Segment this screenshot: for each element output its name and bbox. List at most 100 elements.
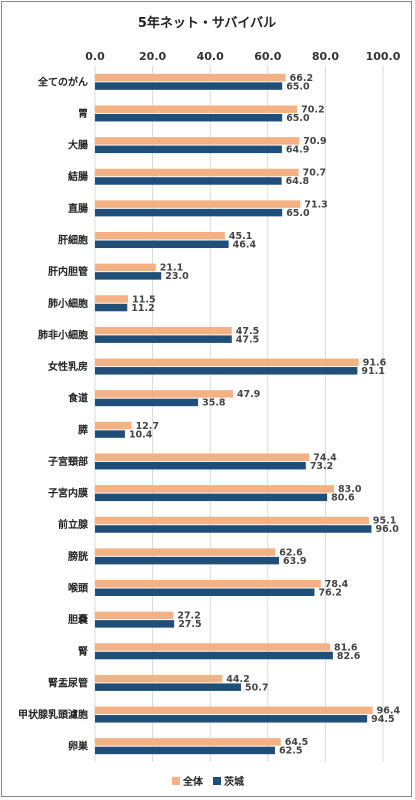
data-label-overall: 91.6 [363,358,387,369]
chart-title: 5年ネット・サバイバル [138,15,276,31]
category-label: 子宮内膜 [48,487,88,500]
category-label: 喉頭 [68,582,89,595]
data-label-ibaraki: 96.0 [375,524,399,535]
data-label-ibaraki: 65.0 [286,81,310,92]
data-label-ibaraki: 73.2 [310,461,333,472]
category-label: 卵巣 [68,740,89,753]
legend-swatch-overall [172,777,180,785]
data-label-overall: 11.5 [132,294,155,305]
bar-ibaraki [95,398,199,407]
data-label-overall: 81.6 [334,642,358,653]
category-label: 前立腺 [58,518,89,531]
data-label-ibaraki: 65.0 [286,113,310,124]
bar-overall [95,73,286,82]
bar-overall [95,358,359,367]
data-label-ibaraki: 91.1 [361,366,384,377]
bar-overall [95,137,300,145]
bar-ibaraki [95,461,306,470]
category-label: 女性乳房 [48,360,88,373]
bar-overall [95,738,281,746]
legend-label-overall: 全体 [182,775,204,788]
bar-ibaraki [95,683,242,691]
data-label-overall: 95.1 [373,516,396,527]
data-label-overall: 12.7 [136,421,159,432]
data-label-ibaraki: 64.8 [286,176,310,187]
x-tick-label: 60.0 [254,50,281,63]
data-label-overall: 27.2 [177,611,200,622]
bar-overall [95,706,373,715]
x-tick-label: 100.0 [366,50,401,63]
bar-overall [95,485,335,493]
bar-ibaraki [95,430,125,438]
data-label-overall: 70.2 [301,104,324,115]
bar-ibaraki [95,493,328,502]
category-label: 全てのがん [37,75,88,88]
x-tick-label: 80.0 [312,50,339,63]
data-label-overall: 47.5 [236,326,259,337]
x-tick-label: 40.0 [197,50,224,63]
category-label: 肺非小細胞 [38,328,88,341]
bar-overall [95,548,276,556]
data-label-ibaraki: 47.5 [236,334,259,345]
data-label-ibaraki: 63.9 [283,556,306,567]
category-label: 甲状腺乳頭濾胞 [18,708,88,721]
bar-overall [95,421,132,430]
bar-ibaraki [95,525,372,533]
bar-overall [95,326,232,335]
data-label-overall: 62.6 [279,547,303,558]
bar-overall [95,580,321,588]
bar-overall [95,611,174,620]
bar-ibaraki [95,177,282,185]
data-label-ibaraki: 50.7 [245,682,268,693]
data-label-overall: 21.1 [160,263,183,274]
data-label-overall: 47.9 [237,389,260,400]
bar-overall [95,643,331,651]
bar-ibaraki [95,240,229,248]
bar-overall [95,105,298,113]
category-label: 大腸 [68,139,88,152]
bar-overall [95,390,233,398]
category-label: 肺小細胞 [48,297,88,310]
data-label-overall: 44.2 [226,674,249,685]
bar-ibaraki [95,588,315,596]
bar-ibaraki [95,556,280,565]
category-label: 子宮頸部 [48,455,88,468]
bar-ibaraki [95,715,368,723]
data-label-overall: 74.4 [313,452,337,463]
bar-overall [95,200,301,208]
data-label-ibaraki: 62.5 [279,746,302,757]
data-label-ibaraki: 64.9 [286,145,309,156]
data-label-overall: 83.0 [338,484,362,495]
category-label: 腎盂尿管 [48,676,88,689]
bar-overall [95,674,223,683]
bar-ibaraki [95,620,175,628]
data-label-ibaraki: 46.4 [233,240,257,251]
bar-ibaraki [95,145,282,154]
legend-label-ibaraki: 茨城 [224,775,244,788]
data-label-ibaraki: 10.4 [129,429,153,440]
data-label-ibaraki: 80.6 [331,493,355,504]
bar-overall [95,263,156,272]
bar-ibaraki [95,208,283,217]
bar-overall [95,168,299,177]
data-label-overall: 70.7 [303,168,326,179]
data-label-ibaraki: 94.5 [371,714,394,725]
data-label-ibaraki: 11.2 [131,303,154,314]
category-labels: 全てのがん胃大腸結腸直腸肝細胞肝内胆管肺小細胞肺非小細胞女性乳房食道膵子宮頸部子… [18,75,89,752]
category-label: 膀胱 [67,550,88,563]
data-label-overall: 71.3 [304,199,327,210]
bar-ibaraki [95,82,283,90]
category-label: 食道 [67,392,88,405]
data-labels: 66.265.070.265.070.964.970.764.871.365.0… [129,73,401,757]
legend: 全体 茨城 [172,775,244,788]
data-label-overall: 78.4 [325,579,349,590]
bar-overall [95,295,129,303]
data-label-overall: 45.1 [229,231,252,242]
data-label-ibaraki: 23.0 [165,271,189,282]
data-label-ibaraki: 35.8 [202,398,226,409]
category-label: 肝内胆管 [48,265,88,278]
x-tick-label: 0.0 [85,50,105,63]
data-label-ibaraki: 76.2 [318,588,341,599]
bar-ibaraki [95,651,333,660]
